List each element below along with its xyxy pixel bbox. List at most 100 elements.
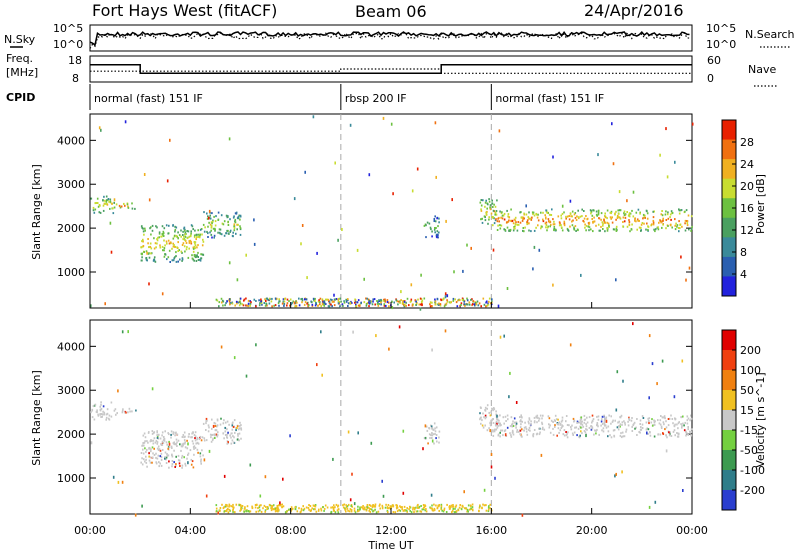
velocity-pixel xyxy=(182,443,184,446)
power-pixel xyxy=(667,225,669,227)
velocity-pixel xyxy=(142,448,144,451)
power-pixel xyxy=(606,221,609,224)
velocity-pixel xyxy=(200,439,203,442)
power-pixel xyxy=(399,300,401,303)
power-pixel xyxy=(686,222,689,225)
power-pixel xyxy=(247,302,250,305)
power-pixel xyxy=(377,301,379,304)
power-pixel xyxy=(181,259,183,262)
velocity-pixel xyxy=(641,423,644,426)
power-pixel xyxy=(561,204,564,208)
power-pixel xyxy=(162,232,165,235)
velocity-pixel xyxy=(148,455,150,458)
power-pixel xyxy=(239,300,241,303)
power-pixel xyxy=(313,299,315,302)
velocity-pixel xyxy=(143,444,145,447)
power-pixel xyxy=(615,210,617,213)
velocity-pixel xyxy=(216,419,219,422)
velocity-pixel xyxy=(403,505,406,508)
power-pixel xyxy=(239,227,242,230)
velocity-pixel xyxy=(276,504,279,507)
velocity-pixel xyxy=(620,432,622,435)
velocity-pixel xyxy=(573,420,575,423)
velocity-pixel xyxy=(601,418,603,421)
colorbar-tick-label: 20 xyxy=(740,180,754,193)
velocity-pixel xyxy=(555,418,558,421)
velocity-pixel xyxy=(463,507,466,510)
velocity-pixel xyxy=(351,505,353,508)
power-pixel xyxy=(419,303,422,306)
power-pixel xyxy=(199,259,202,262)
velocity-pixel xyxy=(298,507,300,510)
power-pixel xyxy=(339,305,341,308)
velocity-pixel xyxy=(422,508,425,511)
power-pixel xyxy=(390,122,393,126)
velocity-pixel xyxy=(526,433,529,436)
velocity-pixel xyxy=(490,419,492,422)
velocity-pixel xyxy=(214,437,216,439)
velocity-pixel xyxy=(114,408,117,411)
velocity-pixel xyxy=(241,505,244,507)
velocity-pixel xyxy=(495,424,497,427)
power-pixel xyxy=(221,301,223,304)
velocity-pixel xyxy=(430,507,432,510)
power-pixel xyxy=(514,219,517,222)
power-pixel xyxy=(453,270,455,274)
velocity-pixel xyxy=(433,509,436,511)
power-pixel xyxy=(506,209,508,212)
velocity-pixel xyxy=(440,508,442,511)
velocity-pixel xyxy=(481,419,483,422)
power-pixel xyxy=(615,229,618,231)
power-pixel xyxy=(433,220,436,222)
velocity-pixel xyxy=(303,507,306,510)
power-pixel xyxy=(306,302,308,305)
velocity-pixel xyxy=(501,429,504,432)
velocity-pixel xyxy=(575,426,578,429)
power-pixel xyxy=(253,218,255,222)
velocity-pixel xyxy=(360,506,363,509)
power-pixel xyxy=(179,258,181,261)
power-pixel xyxy=(274,297,277,300)
power-pixel xyxy=(443,297,445,300)
velocity-pixel xyxy=(110,401,113,404)
velocity-pixel xyxy=(193,445,196,448)
power-pixel xyxy=(166,242,168,245)
velocity-pixel xyxy=(113,409,116,412)
power-pixel xyxy=(474,302,477,304)
power-pixel xyxy=(265,300,267,302)
velocity-pixel xyxy=(215,504,218,507)
velocity-pixel xyxy=(127,411,129,414)
colorbar-tick-label: 16 xyxy=(740,202,754,215)
power-pixel xyxy=(531,216,533,219)
velocity-pixel xyxy=(495,428,498,431)
power-pixel xyxy=(587,225,590,228)
velocity-pixel xyxy=(491,418,493,421)
velocity-pixel xyxy=(614,474,616,478)
power-pixel xyxy=(642,213,645,216)
velocity-pixel xyxy=(572,417,575,420)
velocity-pixel xyxy=(353,509,356,512)
power-pixel xyxy=(156,239,159,242)
power-pixel xyxy=(278,304,280,307)
velocity-pixel xyxy=(660,415,662,417)
power-pixel xyxy=(236,302,238,305)
velocity-pixel xyxy=(187,442,189,446)
power-pixel xyxy=(110,250,113,254)
velocity-pixel xyxy=(385,503,387,506)
power-pixel xyxy=(215,215,217,218)
velocity-pixel xyxy=(333,509,335,512)
power-pixel xyxy=(431,235,433,238)
power-pixel xyxy=(379,299,382,302)
time-tick-label: 00:00 xyxy=(74,524,106,537)
velocity-pixel xyxy=(631,425,633,428)
velocity-pixel xyxy=(191,432,193,435)
power-pixel xyxy=(168,242,171,245)
velocity-pixel xyxy=(350,510,353,513)
power-pixel xyxy=(575,230,577,232)
power-pixel xyxy=(283,300,286,303)
velocity-pixel xyxy=(483,504,486,507)
velocity-pixel xyxy=(565,431,567,433)
power-pixel xyxy=(588,226,591,229)
colorbar-step xyxy=(722,178,736,199)
velocity-pixel xyxy=(149,461,152,464)
